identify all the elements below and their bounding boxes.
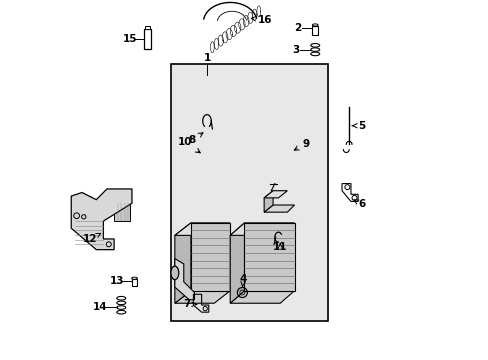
Polygon shape (230, 291, 294, 303)
Polygon shape (175, 223, 230, 235)
Text: 8: 8 (188, 133, 203, 145)
Ellipse shape (310, 48, 319, 51)
Bar (144, 29, 150, 49)
Bar (171, 64, 328, 321)
Text: 10: 10 (178, 138, 200, 153)
Polygon shape (175, 223, 190, 303)
Text: 5: 5 (352, 121, 365, 131)
Ellipse shape (117, 301, 125, 305)
Polygon shape (114, 203, 130, 221)
Ellipse shape (310, 52, 319, 56)
Text: 11: 11 (272, 242, 287, 252)
Polygon shape (230, 223, 244, 303)
Bar (312, 26, 317, 35)
Polygon shape (71, 189, 132, 249)
Text: 2: 2 (294, 23, 301, 33)
Polygon shape (230, 223, 294, 235)
Ellipse shape (310, 44, 319, 47)
Text: 12: 12 (83, 233, 101, 244)
Text: 4: 4 (239, 274, 246, 287)
Ellipse shape (117, 296, 125, 300)
Text: 1: 1 (203, 53, 210, 63)
Bar (144, 26, 149, 29)
Polygon shape (244, 223, 294, 291)
Polygon shape (264, 191, 287, 198)
Polygon shape (264, 191, 272, 212)
Text: 9: 9 (294, 139, 309, 150)
Ellipse shape (171, 266, 179, 280)
Polygon shape (175, 258, 194, 300)
Ellipse shape (312, 24, 317, 26)
Text: 15: 15 (122, 34, 137, 44)
Ellipse shape (131, 277, 137, 279)
Bar (131, 279, 137, 286)
Text: 7: 7 (183, 299, 196, 309)
Text: 14: 14 (93, 302, 107, 312)
Polygon shape (264, 205, 294, 212)
Ellipse shape (117, 306, 125, 309)
Polygon shape (190, 223, 230, 291)
Text: 3: 3 (291, 45, 299, 55)
Text: 16: 16 (251, 15, 271, 25)
Text: 13: 13 (109, 276, 124, 287)
Polygon shape (175, 291, 230, 303)
Ellipse shape (117, 310, 125, 314)
Text: 6: 6 (353, 199, 365, 209)
